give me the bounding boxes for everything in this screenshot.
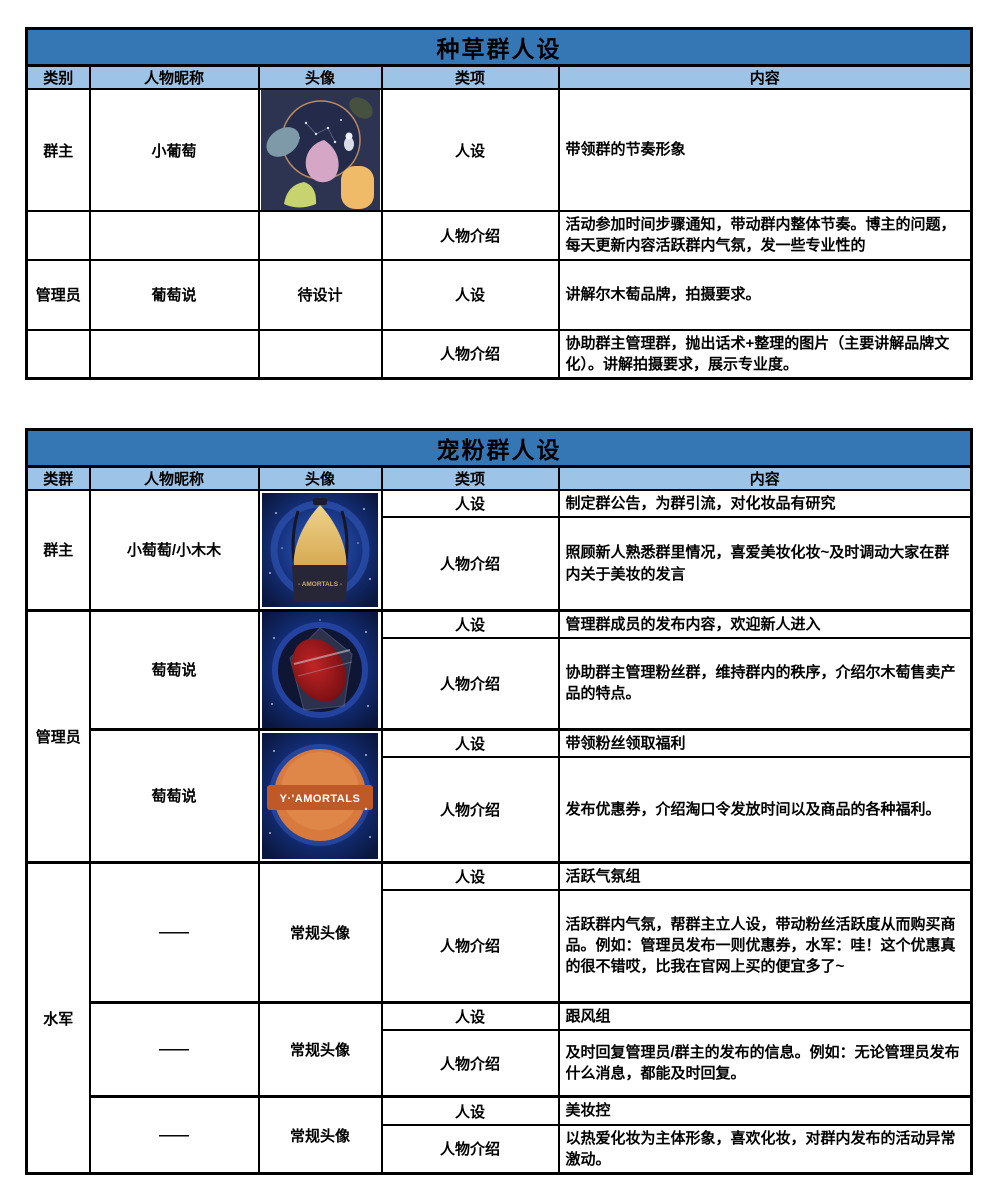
cell-content: 协助群主管理群，抛出话术+整理的图片（主要讲解品牌文化）。讲解拍摄要求，展示专业… bbox=[557, 328, 973, 380]
cell-item-type: 人物介绍 bbox=[380, 756, 560, 864]
cell-content: 活动参加时间步骤通知，带动群内整体节奏。博主的问题，每天更新内容活跃群内气氛，发… bbox=[557, 210, 973, 261]
cell-item-type: 人设 bbox=[380, 727, 560, 759]
seeding-group-persona-table: 种草群人设 类别 人物昵称 头像 类项 内容 群主 小葡萄 bbox=[25, 27, 974, 381]
cell-avatar: 常规头像 bbox=[257, 860, 383, 1004]
cell-item-type: 人设 bbox=[380, 88, 560, 212]
cell-category: 水军 bbox=[25, 860, 91, 1175]
cell-category bbox=[25, 210, 91, 261]
cell-category bbox=[25, 328, 91, 380]
cell-item-type: 人物介绍 bbox=[380, 516, 560, 612]
cell-nickname bbox=[88, 328, 260, 380]
cell-item-type: 人设 bbox=[380, 488, 560, 519]
column-header-avatar: 头像 bbox=[257, 465, 383, 491]
yellow-sponge-case-photo: - AMORTALS - bbox=[262, 492, 378, 607]
cell-content: 带领群的节奏形象 bbox=[557, 88, 973, 212]
cell-content: 及时回复管理员/群主的发布的信息。例如：无论管理员发布什么消息，都能及时回复。 bbox=[557, 1028, 973, 1098]
cell-item-type: 人物介绍 bbox=[380, 210, 560, 261]
cell-content: 照顾新人熟悉群里情况，喜爱美妆化妆~及时调动大家在群内关于美妆的发言 bbox=[557, 516, 973, 612]
column-header-content: 内容 bbox=[557, 64, 973, 90]
cell-content: 管理群成员的发布内容，欢迎新人进入 bbox=[557, 608, 973, 640]
cell-content: 跟风组 bbox=[557, 1000, 973, 1031]
cell-content: 以热爱化妆为主体形象，喜欢化妆，对群内发布的活动异常激动。 bbox=[557, 1123, 973, 1175]
cell-nickname bbox=[88, 210, 260, 261]
cell-category: 群主 bbox=[25, 88, 91, 212]
cell-content: 带领粉丝领取福利 bbox=[557, 727, 973, 759]
table1-title: 种草群人设 bbox=[25, 27, 973, 67]
fan-group-persona-table: 宠粉群人设 类群 人物昵称 头像 类项 内容 群主 小萄萄/小木木 bbox=[25, 428, 974, 1176]
cell-category: 群主 bbox=[25, 488, 91, 612]
cell-item-type: 人物介绍 bbox=[380, 1028, 560, 1098]
puff-brand-label: Y·'AMORTALS bbox=[280, 793, 361, 805]
column-header-avatar: 头像 bbox=[257, 64, 383, 90]
cell-nickname: 萄萄说 bbox=[88, 727, 260, 864]
cell-content: 讲解尔木萄品牌，拍摄要求。 bbox=[557, 258, 973, 331]
column-header-category: 类群 bbox=[25, 465, 91, 491]
cell-nickname: —— bbox=[88, 860, 260, 1004]
cell-content: 协助群主管理粉丝群，维持群内的秩序，介绍尔木萄售卖产品的特点。 bbox=[557, 637, 973, 731]
cell-avatar: 待设计 bbox=[257, 258, 383, 331]
column-header-nickname: 人物昵称 bbox=[88, 465, 260, 491]
cell-avatar bbox=[257, 210, 383, 261]
cell-category: 管理员 bbox=[25, 258, 91, 331]
cell-item-type: 人物介绍 bbox=[380, 889, 560, 1004]
cell-nickname: 萄萄说 bbox=[88, 608, 260, 731]
cell-avatar: 常规头像 bbox=[257, 1095, 383, 1175]
cell-item-type: 人设 bbox=[380, 1000, 560, 1031]
cell-avatar bbox=[257, 328, 383, 380]
cell-avatar: Y·'AMORTALS bbox=[257, 727, 383, 864]
table2-title: 宠粉群人设 bbox=[25, 428, 973, 468]
cell-item-type: 人设 bbox=[380, 1095, 560, 1126]
cell-content: 美妆控 bbox=[557, 1095, 973, 1126]
makeup-sponges-constellation-photo bbox=[260, 91, 380, 209]
cell-content: 制定群公告，为群引流，对化妆品有研究 bbox=[557, 488, 973, 519]
cell-item-type: 人设 bbox=[380, 258, 560, 331]
cell-nickname: 小萄萄/小木木 bbox=[88, 488, 260, 612]
cell-item-type: 人物介绍 bbox=[380, 1123, 560, 1175]
column-header-item: 类项 bbox=[380, 465, 560, 491]
cell-avatar: 常规头像 bbox=[257, 1000, 383, 1098]
cell-nickname: 葡萄说 bbox=[88, 258, 260, 331]
cell-nickname: —— bbox=[88, 1000, 260, 1098]
column-header-item: 类项 bbox=[380, 64, 560, 90]
cell-avatar: - AMORTALS - bbox=[257, 488, 383, 612]
red-sponge-capsule-photo bbox=[262, 613, 378, 728]
cell-nickname: —— bbox=[88, 1095, 260, 1175]
column-header-category: 类别 bbox=[25, 64, 91, 90]
cell-item-type: 人物介绍 bbox=[380, 328, 560, 380]
orange-powder-puff-photo: Y·'AMORTALS bbox=[262, 732, 378, 859]
cell-category: 管理员 bbox=[25, 608, 91, 864]
cell-content: 活跃气氛组 bbox=[557, 860, 973, 892]
cell-item-type: 人物介绍 bbox=[380, 637, 560, 731]
cell-content: 发布优惠券，介绍淘口令发放时间以及商品的各种福利。 bbox=[557, 756, 973, 864]
cell-content: 活跃群内气氛，帮群主立人设，带动粉丝活跃度从而购买商品。例如：管理员发布一则优惠… bbox=[557, 889, 973, 1004]
case-brand-label: - AMORTALS - bbox=[298, 581, 342, 588]
cell-item-type: 人设 bbox=[380, 860, 560, 892]
column-header-content: 内容 bbox=[557, 465, 973, 491]
cell-item-type: 人设 bbox=[380, 608, 560, 640]
cell-avatar bbox=[257, 608, 383, 731]
column-header-nickname: 人物昵称 bbox=[88, 64, 260, 90]
cell-avatar bbox=[257, 88, 383, 212]
cell-nickname: 小葡萄 bbox=[88, 88, 260, 212]
